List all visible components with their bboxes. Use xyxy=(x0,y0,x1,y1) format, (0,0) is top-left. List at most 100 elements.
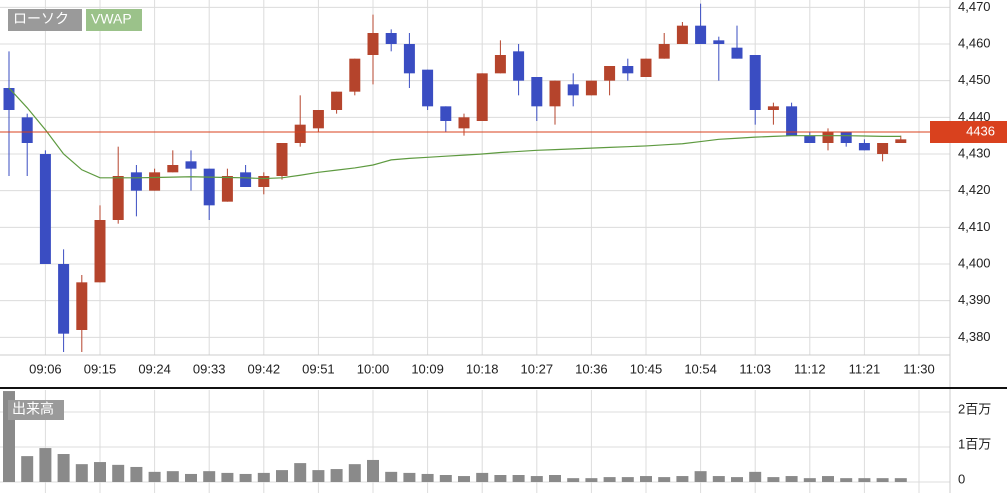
volume-bar xyxy=(603,477,616,482)
volume-bar xyxy=(221,472,234,482)
candle-body xyxy=(349,58,361,92)
volume-bar xyxy=(530,476,543,482)
x-tick-label: 11:03 xyxy=(739,361,771,376)
candle-body xyxy=(440,106,452,121)
y-tick-label: 0 xyxy=(958,471,965,486)
candle-body xyxy=(567,84,579,96)
volume-bar xyxy=(803,478,816,482)
volume-bar xyxy=(749,471,762,482)
candle-body xyxy=(312,110,324,129)
volume-bar xyxy=(458,476,470,482)
candle-body xyxy=(3,88,15,110)
volume-bar xyxy=(549,475,561,482)
y-tick-label: 4,460 xyxy=(958,35,991,50)
candle-body xyxy=(549,80,561,107)
x-tick-label: 09:24 xyxy=(138,361,171,376)
volume-bar xyxy=(840,478,853,482)
x-tick-label: 09:42 xyxy=(248,361,281,376)
candle-body xyxy=(713,40,725,44)
candle-body xyxy=(167,165,179,173)
volume-bar xyxy=(785,476,798,482)
y-tick-label: 4,470 xyxy=(958,0,991,14)
x-tick-label: 10:54 xyxy=(684,361,717,376)
volume-bar xyxy=(148,471,161,482)
legend-label: ローソク xyxy=(13,11,69,27)
candle-body xyxy=(786,106,798,136)
y-tick-label: 4,390 xyxy=(958,292,991,307)
candle-body xyxy=(39,154,51,264)
candle-body xyxy=(112,176,124,220)
volume-bar xyxy=(385,471,398,482)
volume-bar xyxy=(57,454,70,482)
volume-bar xyxy=(112,464,125,482)
volume-bar xyxy=(257,472,270,482)
y-tick-label: 4,420 xyxy=(958,182,991,197)
candle-body xyxy=(403,44,415,74)
x-tick-label: 10:36 xyxy=(575,361,608,376)
candle-body xyxy=(767,106,779,110)
candle-body xyxy=(877,143,889,154)
volume-bar xyxy=(94,462,106,482)
candle-body xyxy=(240,172,252,187)
candle-body xyxy=(385,33,397,44)
volume-bar xyxy=(476,472,489,482)
x-tick-label: 10:00 xyxy=(357,361,390,376)
volume-bar xyxy=(876,478,889,482)
candle-body xyxy=(494,55,506,74)
candle-body xyxy=(858,143,870,151)
legend-box xyxy=(86,9,142,31)
volume-bar xyxy=(494,475,507,482)
candle-body xyxy=(640,58,652,77)
x-tick-label: 10:09 xyxy=(411,361,444,376)
y-tick-label: 4,450 xyxy=(958,72,991,87)
volume-bar xyxy=(731,477,743,482)
candle-body xyxy=(203,168,215,206)
x-tick-label: 09:33 xyxy=(193,361,226,376)
candle-body xyxy=(476,73,488,121)
volume-bar xyxy=(894,478,907,482)
volume-bar xyxy=(276,470,288,482)
x-tick-label: 10:45 xyxy=(630,361,663,376)
volume-bar xyxy=(39,448,52,482)
y-tick-label: 4,400 xyxy=(958,255,991,270)
volume-bar xyxy=(185,473,197,482)
candle-body xyxy=(331,91,343,110)
y-tick-label: 4,410 xyxy=(958,219,991,234)
x-tick-label: 09:15 xyxy=(84,361,117,376)
candle-body xyxy=(749,55,761,110)
candle-body xyxy=(804,135,816,143)
y-tick-label: 2百万 xyxy=(958,401,991,416)
candle-body xyxy=(422,69,434,107)
volume-bar xyxy=(21,456,34,482)
volume-bar xyxy=(658,477,671,482)
candle-body xyxy=(458,117,470,129)
candle-body xyxy=(531,77,543,107)
candle-body xyxy=(130,172,142,191)
legend-label: VWAP xyxy=(91,11,132,27)
x-tick-label: 11:30 xyxy=(903,361,935,376)
candle-body xyxy=(695,25,707,44)
volume-title-box xyxy=(8,400,64,420)
y-tick-label: 4,380 xyxy=(958,329,991,344)
candle-body xyxy=(895,139,907,143)
vwap-line xyxy=(8,87,901,180)
volume-bar xyxy=(567,478,580,482)
volume-bar xyxy=(858,478,871,482)
last-price-label: 4436 xyxy=(966,123,995,138)
candle-body xyxy=(94,220,106,283)
candle-body xyxy=(149,172,161,191)
candle-body xyxy=(604,66,616,81)
candle-body xyxy=(294,124,306,143)
candle-body xyxy=(185,161,197,169)
volume-bar xyxy=(294,463,307,482)
candle-body xyxy=(585,80,597,96)
volume-bar xyxy=(676,476,689,482)
volume-bar xyxy=(239,473,252,482)
volume-bar xyxy=(75,464,88,482)
candle-body xyxy=(221,176,233,202)
volume-bar xyxy=(312,470,325,482)
y-tick-label: 4,430 xyxy=(958,145,991,160)
candle-body xyxy=(840,132,852,143)
volume-bar xyxy=(348,464,361,482)
volume-bar xyxy=(640,476,652,482)
